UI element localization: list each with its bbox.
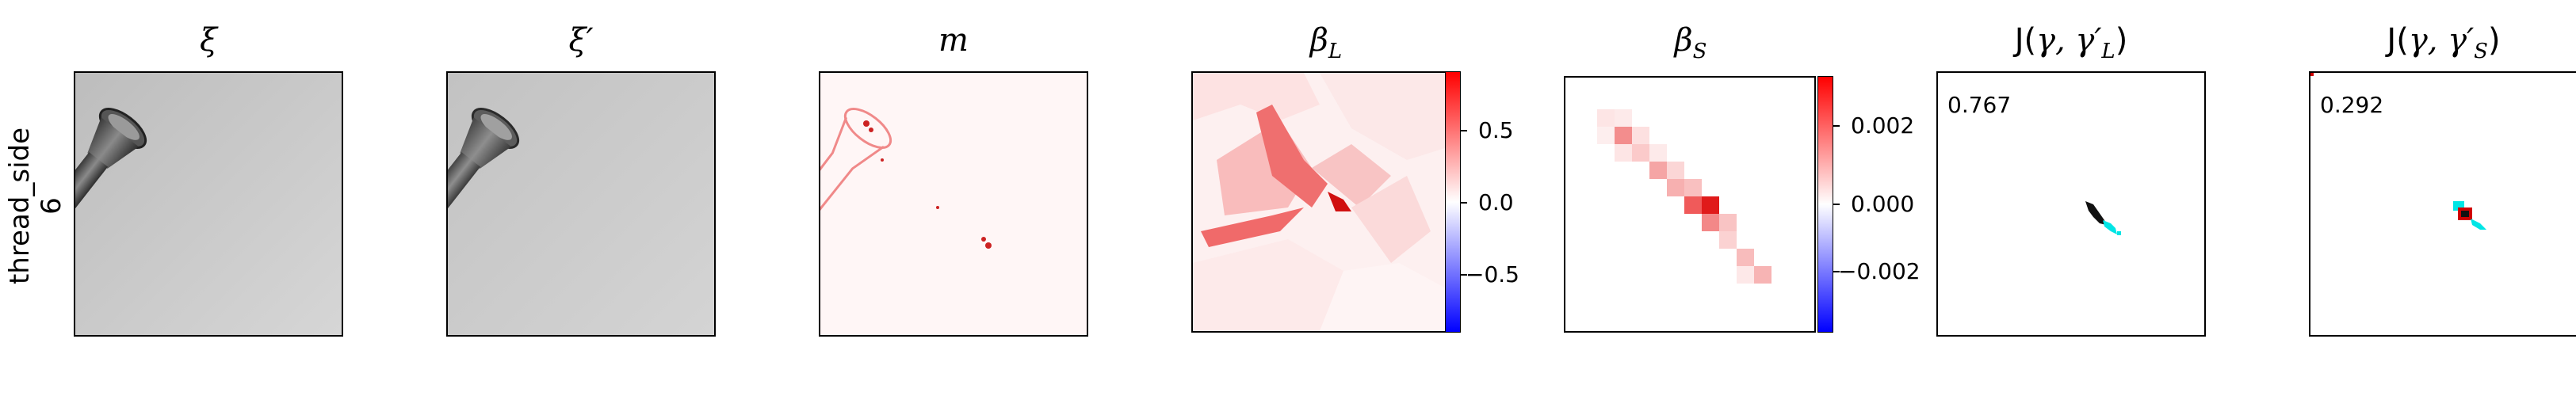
screw-image xyxy=(75,73,342,335)
beta-l-heatmap xyxy=(1193,73,1458,331)
beta-l-tickmark-low xyxy=(1461,274,1467,276)
beta-s-heatmap xyxy=(1565,78,1814,331)
title-xi-prime: ξ′ xyxy=(568,22,594,59)
beta-s-tickmark-low xyxy=(1833,271,1840,272)
beta-s-tick-low: −0.002 xyxy=(1838,258,1921,284)
row-label: thread_side 6 xyxy=(0,71,71,341)
beta-l-colorbar xyxy=(1445,71,1461,333)
beta-s-tickmark-zero xyxy=(1833,204,1840,205)
difference-map xyxy=(820,73,1087,335)
beta-s-tick-high: 0.002 xyxy=(1851,112,1915,139)
screw-reconstruction-image xyxy=(448,73,714,335)
panel-m-map xyxy=(819,71,1088,337)
title-m: m xyxy=(938,22,969,59)
beta-s-tickmark-high xyxy=(1833,125,1840,127)
panel-xi-image xyxy=(74,71,343,337)
title-beta-s: βS xyxy=(1674,22,1707,63)
beta-s-tick-zero: 0.000 xyxy=(1851,191,1915,217)
beta-l-tick-low: −0.5 xyxy=(1466,261,1519,287)
title-xi: ξ xyxy=(199,22,218,59)
title-beta-l: βL xyxy=(1309,22,1343,63)
title-j-s: J(γ, γ′S) xyxy=(2387,22,2501,63)
j-s-score: 0.292 xyxy=(2320,92,2384,118)
beta-l-tickmark-zero xyxy=(1461,202,1467,204)
panel-beta-s-map xyxy=(1564,76,1816,333)
beta-l-tick-high: 0.5 xyxy=(1478,117,1514,143)
j-s-mask-overlay xyxy=(2310,73,2486,230)
j-l-mask-overlay xyxy=(2085,201,2121,235)
beta-l-tickmark-high xyxy=(1461,130,1467,131)
row-label-index: 6 xyxy=(36,197,67,215)
row-label-category: thread_side xyxy=(4,127,36,285)
panel-beta-l-map xyxy=(1191,71,1459,333)
j-l-score: 0.767 xyxy=(1947,92,2012,118)
panel-xi-prime-image xyxy=(446,71,716,337)
beta-s-colorbar xyxy=(1817,76,1833,333)
title-j-l: J(γ, γ′L) xyxy=(2014,22,2128,63)
beta-l-tick-zero: 0.0 xyxy=(1478,189,1514,215)
panel-j-s-overlay: 0.292 xyxy=(2309,71,2576,337)
panel-j-l-overlay: 0.767 xyxy=(1936,71,2206,337)
